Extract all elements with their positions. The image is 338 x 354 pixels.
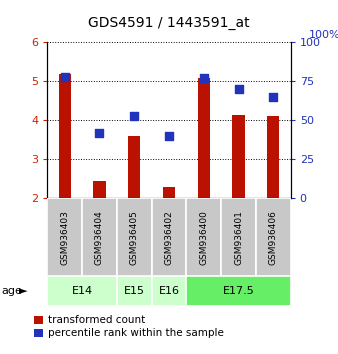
Text: GSM936401: GSM936401 [234, 210, 243, 265]
Text: age: age [2, 286, 23, 296]
Bar [198, 78, 210, 198]
Point [131, 113, 137, 119]
Point [201, 75, 207, 81]
Bar [47, 198, 82, 276]
Bar [82, 198, 117, 276]
Bar [152, 198, 186, 276]
Bar [152, 276, 186, 306]
Bar [233, 115, 245, 198]
Point [166, 133, 172, 139]
Text: GDS4591 / 1443591_at: GDS4591 / 1443591_at [88, 16, 250, 30]
Bar [128, 136, 140, 198]
Text: GSM936405: GSM936405 [130, 210, 139, 265]
Bar [47, 276, 117, 306]
Bar [186, 198, 221, 276]
Bar [267, 116, 280, 198]
Text: 100%: 100% [309, 30, 338, 40]
Bar [221, 198, 256, 276]
Bar [117, 198, 152, 276]
Bar [117, 276, 152, 306]
Point [62, 74, 67, 80]
Bar [256, 198, 291, 276]
Bar [93, 181, 105, 198]
Text: GSM936400: GSM936400 [199, 210, 208, 265]
Text: E15: E15 [124, 286, 145, 296]
Text: GSM936403: GSM936403 [60, 210, 69, 265]
Legend: transformed count, percentile rank within the sample: transformed count, percentile rank withi… [32, 313, 226, 341]
Text: E16: E16 [159, 286, 179, 296]
Text: ►: ► [19, 286, 27, 296]
Text: GSM936406: GSM936406 [269, 210, 278, 265]
Bar [186, 276, 291, 306]
Point [236, 86, 241, 92]
Point [97, 130, 102, 136]
Point [271, 94, 276, 100]
Text: E17.5: E17.5 [223, 286, 255, 296]
Text: GSM936404: GSM936404 [95, 210, 104, 264]
Bar [58, 74, 71, 198]
Bar [163, 187, 175, 198]
Text: E14: E14 [72, 286, 93, 296]
Text: GSM936402: GSM936402 [165, 210, 173, 264]
